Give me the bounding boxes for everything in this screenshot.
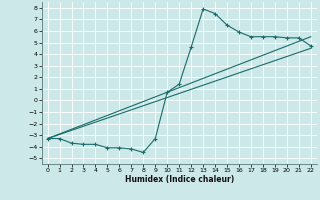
X-axis label: Humidex (Indice chaleur): Humidex (Indice chaleur) xyxy=(124,175,234,184)
